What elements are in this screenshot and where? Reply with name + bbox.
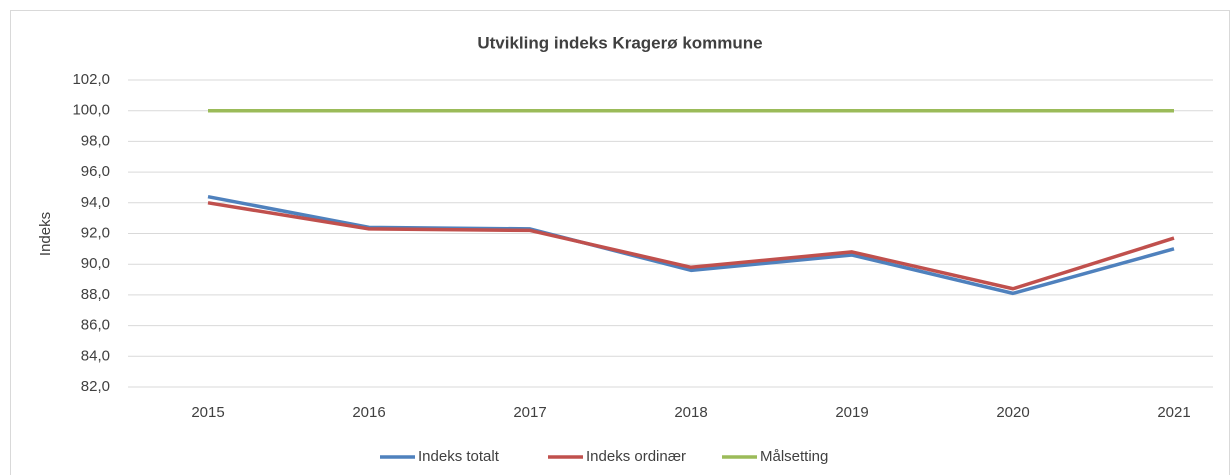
- legend-label: Indeks totalt: [418, 448, 500, 465]
- y-tick-label: 102,0: [72, 71, 110, 88]
- y-tick-label: 94,0: [81, 194, 110, 211]
- chart-title: Utvikling indeks Kragerø kommune: [477, 33, 762, 52]
- y-tick-label: 86,0: [81, 317, 110, 334]
- y-tick-label: 84,0: [81, 347, 110, 364]
- legend-label: Målsetting: [760, 448, 828, 465]
- legend-label: Indeks ordinær: [586, 448, 686, 465]
- y-tick-label: 90,0: [81, 255, 110, 272]
- y-tick-label: 82,0: [81, 378, 110, 395]
- x-tick-label: 2015: [191, 404, 224, 421]
- y-tick-label: 96,0: [81, 163, 110, 180]
- chart-frame: [10, 10, 1230, 475]
- x-tick-label: 2021: [1157, 404, 1190, 421]
- y-tick-label: 88,0: [81, 286, 110, 303]
- y-tick-label: 98,0: [81, 132, 110, 149]
- x-tick-label: 2016: [352, 404, 385, 421]
- x-tick-label: 2019: [835, 404, 868, 421]
- y-axis-label: Indeks: [37, 212, 54, 256]
- x-tick-label: 2017: [513, 404, 546, 421]
- y-tick-label: 100,0: [72, 102, 110, 119]
- x-tick-label: 2018: [674, 404, 707, 421]
- x-tick-label: 2020: [996, 404, 1029, 421]
- y-tick-label: 92,0: [81, 224, 110, 241]
- series-line: [207, 201, 1175, 291]
